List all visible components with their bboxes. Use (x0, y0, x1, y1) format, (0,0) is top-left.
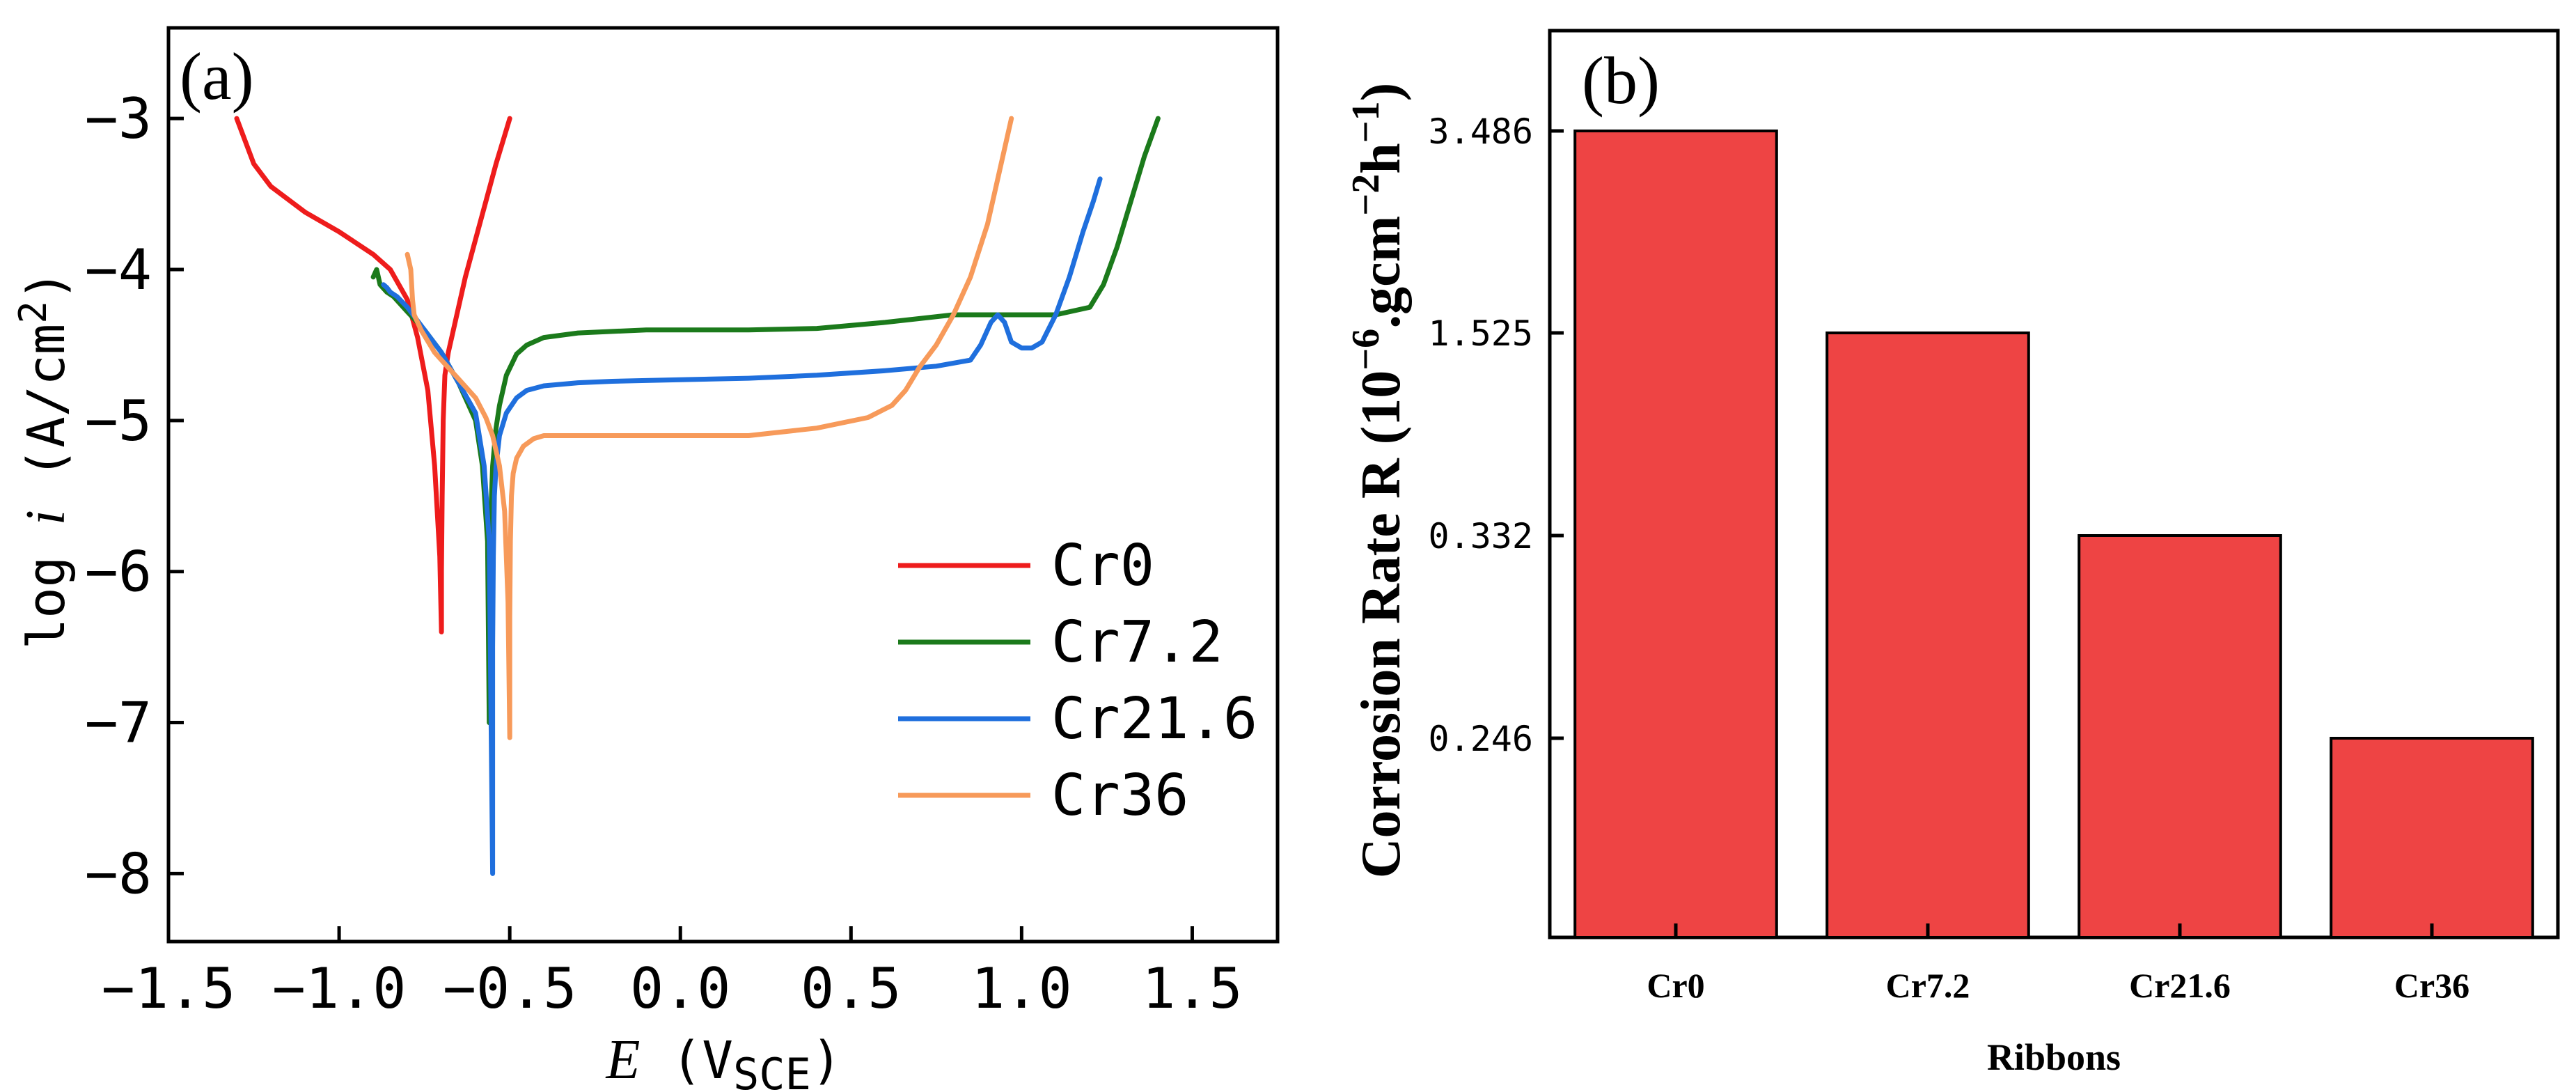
x-tick-label: 1.0 (971, 956, 1072, 1021)
panel-a-plot-frame (166, 26, 1280, 944)
x-tick-label: −1.5 (102, 956, 236, 1021)
y-tick-label: −8 (85, 841, 152, 906)
y-tick-label: 0.246 (1428, 719, 1533, 759)
y-axis-sup2: −2 (1344, 174, 1388, 216)
bar-cr36 (2330, 737, 2534, 939)
x-tick-label: 0.0 (630, 956, 731, 1021)
panel-b-ticks: Cr0 3.486 Cr7.2 1.525 Cr21.6 0.332 Cr36 0.246 (1428, 111, 2469, 1005)
bar-cr21-6 (2078, 534, 2282, 939)
y-axis-sup1: −6 (1344, 329, 1388, 370)
y-tick-label: −5 (85, 389, 152, 453)
y-axis-unit-sup: 2 (11, 301, 55, 324)
panel-b-label: (b) (1582, 43, 1660, 118)
legend-label: Cr0 (1051, 533, 1154, 599)
bar-cr0 (1573, 130, 1778, 939)
y-axis-unit-open: (A/cm (17, 324, 77, 510)
panel-a-label: (a) (180, 39, 254, 114)
panel-b-plot-frame (1548, 29, 2560, 939)
x-axis-symbol: E (605, 1029, 640, 1091)
x-tick-label: Cr0 (1647, 966, 1704, 1005)
y-axis-text-mid: .gcm (1351, 216, 1412, 329)
y-axis-text-post: ) (1351, 83, 1412, 102)
series-line-cr36 (405, 116, 1014, 740)
x-axis-unit-open: (V (640, 1031, 733, 1091)
y-tick-label: 0.332 (1428, 516, 1533, 556)
legend-label: Cr36 (1051, 763, 1188, 829)
x-axis-unit-close: ) (811, 1031, 842, 1091)
legend-label: Cr21.6 (1051, 686, 1257, 752)
y-axis-unit-close: ) (17, 270, 77, 302)
x-tick-label: 1.5 (1142, 956, 1243, 1021)
panel-b-y-axis-label: Corrosion Rate R (10−6.gcm−2h−1) (1344, 83, 1412, 879)
panel-b-bars (1573, 130, 2534, 939)
y-tick-label: 1.525 (1428, 313, 1533, 354)
x-tick-label: 0.5 (801, 956, 902, 1021)
panel-a-x-axis-label: E (VSCE) (605, 1029, 842, 1092)
y-tick-label: −3 (85, 86, 152, 151)
y-axis-text-mid2: h (1351, 143, 1412, 174)
y-axis-prefix: log (17, 525, 77, 649)
x-tick-label: Cr36 (2394, 966, 2469, 1005)
panel-b-chart: Cr0 3.486 Cr7.2 1.525 Cr21.6 0.332 Cr36 0.246 (… (1344, 29, 2560, 1078)
y-tick-label: 3.486 (1428, 111, 1533, 152)
panel-a-legend: Cr0 Cr7.2 Cr21.6 Cr36 (898, 533, 1257, 829)
y-tick-label: −4 (85, 237, 152, 302)
x-tick-label: Cr7.2 (1886, 966, 1970, 1005)
panel-a-ticks: −1.5 −1.0 −0.5 0.0 0.5 1.0 1.5 −3 −4 −5 −6 −7 −8 (85, 86, 1243, 1021)
y-axis-symbol: i (15, 510, 77, 525)
x-axis-unit-sub: SCE (733, 1049, 811, 1092)
series-line-cr0 (234, 116, 512, 634)
y-tick-label: −6 (85, 540, 152, 604)
x-tick-label: −0.5 (443, 956, 577, 1021)
panel-a-y-axis-label: log i (A/cm2) (11, 270, 77, 650)
panel-b-x-axis-label: Ribbons (1987, 1036, 2121, 1078)
bar-cr7-2 (1825, 332, 2030, 939)
x-tick-label: Cr21.6 (2129, 966, 2231, 1005)
panel-a-curves (234, 116, 1161, 876)
x-tick-label: −1.0 (272, 956, 407, 1021)
y-axis-sup3: −1 (1344, 101, 1388, 143)
legend-label: Cr7.2 (1051, 609, 1223, 676)
panel-a-chart: −1.5 −1.0 −0.5 0.0 0.5 1.0 1.5 −3 −4 −5 −6 −7 −8 (a)… (11, 26, 1280, 1092)
y-tick-label: −7 (85, 691, 152, 756)
y-axis-text-pre: Corrosion Rate R (10 (1351, 370, 1412, 879)
